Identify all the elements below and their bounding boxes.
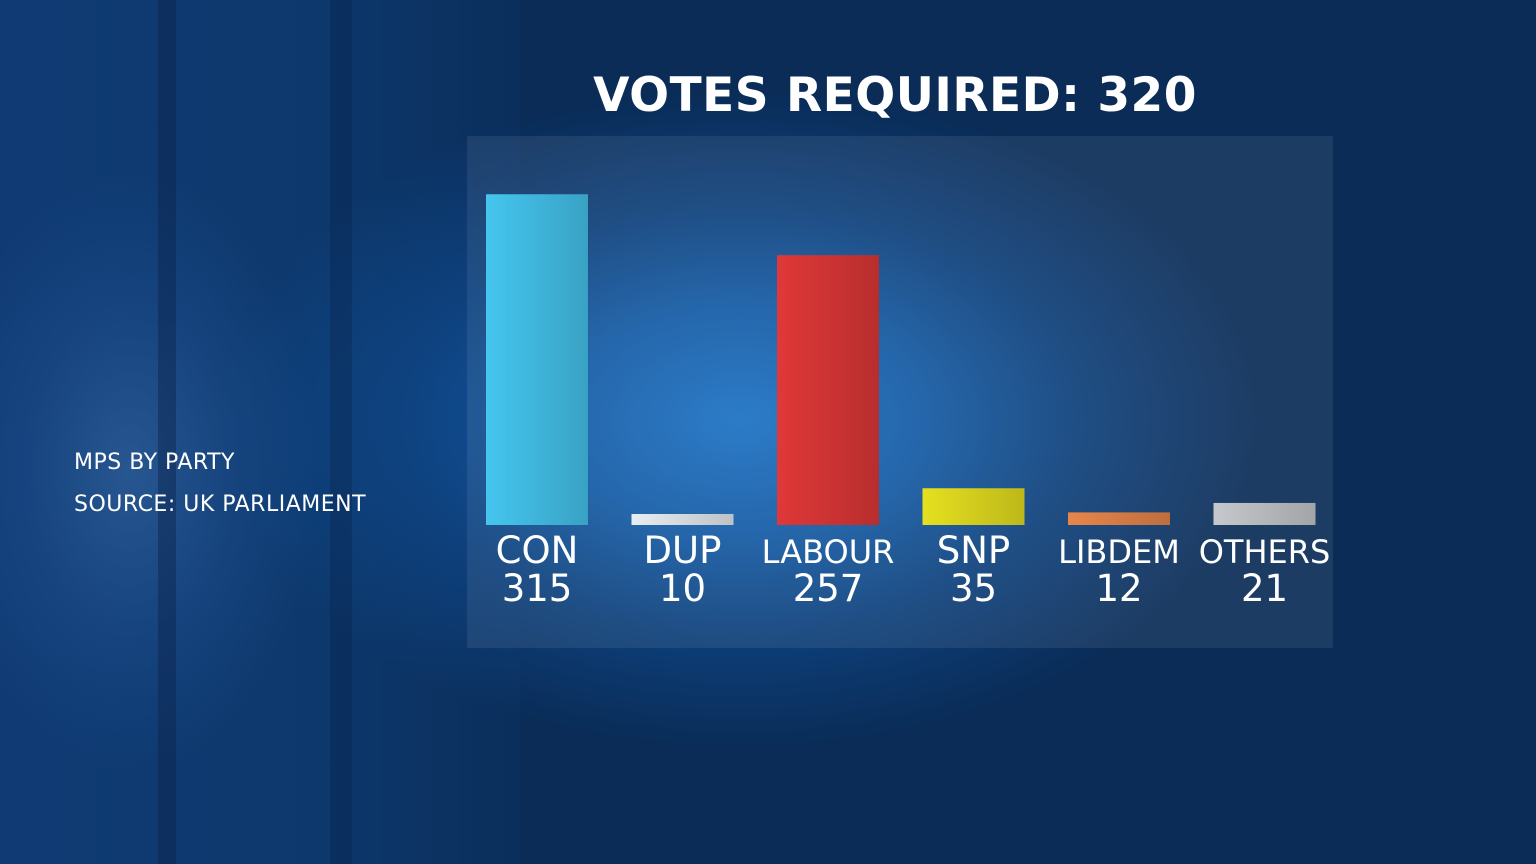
value-label-dup: 10: [659, 567, 706, 610]
value-label-others: 21: [1241, 567, 1288, 610]
bar-con: [486, 194, 588, 525]
chart-caption: MPS BY PARTY SOURCE: UK PARLIAMENT: [74, 442, 366, 526]
bar-libdem: [1068, 512, 1170, 525]
decorative-stripe: [158, 0, 176, 864]
value-label-labour: 257: [793, 567, 864, 610]
caption-line-source: SOURCE: UK PARLIAMENT: [74, 492, 367, 517]
category-label-labour: LABOUR: [762, 533, 895, 571]
bar-snp: [922, 488, 1025, 525]
background-portrait-image: [0, 40, 340, 864]
category-label-libdem: LIBDEM: [1058, 533, 1180, 571]
category-label-con: CON: [496, 529, 579, 572]
chart-panel: [467, 136, 1333, 648]
category-label-dup: DUP: [644, 529, 722, 572]
caption-line-subject: MPS BY PARTY: [74, 450, 235, 475]
decorative-stripe: [330, 0, 352, 864]
value-label-con: 315: [502, 567, 573, 610]
chart-title: VOTES REQUIRED: 320: [593, 68, 1197, 123]
value-label-libdem: 12: [1095, 567, 1142, 610]
bar-dup: [631, 514, 734, 525]
bar-others: [1213, 502, 1316, 525]
bar-labour: [777, 255, 879, 525]
category-label-others: OTHERS: [1199, 533, 1331, 571]
category-label-snp: SNP: [937, 529, 1010, 572]
value-label-snp: 35: [950, 567, 997, 610]
